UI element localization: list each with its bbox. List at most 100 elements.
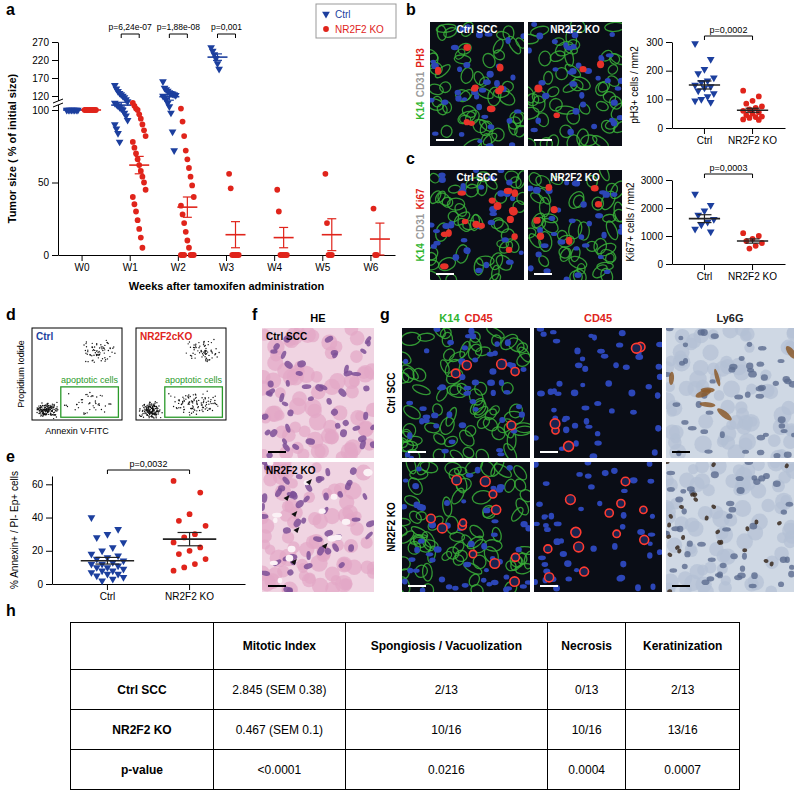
flow-event	[184, 409, 185, 410]
axis-line	[673, 264, 786, 265]
flow-event	[94, 346, 95, 347]
nucleus	[501, 237, 508, 242]
plot-area	[63, 45, 390, 258]
point	[323, 171, 329, 177]
point	[181, 220, 187, 226]
nucleus	[424, 348, 429, 353]
error-bar	[178, 532, 202, 545]
cytoplasm	[345, 328, 359, 336]
flow-event	[89, 409, 90, 410]
flow-event	[154, 406, 155, 407]
tick-mark	[322, 255, 323, 261]
flow-event	[56, 416, 57, 417]
nucleus	[609, 408, 615, 413]
nucleus	[441, 449, 448, 454]
flow-event	[182, 397, 183, 398]
nucleus	[497, 452, 504, 456]
cytoplasm	[739, 433, 756, 450]
flow-event	[51, 408, 52, 409]
nucleus	[596, 76, 601, 81]
nucleus	[569, 81, 577, 87]
nucleus	[325, 468, 331, 477]
flow-event	[212, 352, 213, 353]
nucleus	[475, 268, 482, 273]
nucleus	[574, 347, 580, 354]
vacuole	[278, 578, 283, 584]
bracket	[169, 34, 187, 38]
flow-event	[43, 405, 44, 406]
flow-event	[98, 355, 99, 356]
nucleus	[580, 102, 586, 108]
vacuole	[342, 519, 351, 525]
axis-line	[673, 128, 786, 129]
flow-event	[183, 398, 184, 399]
point	[138, 235, 144, 241]
flow-event	[42, 416, 43, 417]
membrane	[481, 415, 500, 433]
flow-event	[142, 413, 143, 414]
flow-event	[153, 408, 154, 409]
flow-event	[49, 408, 50, 409]
nucleus	[365, 519, 374, 528]
flow-event	[178, 403, 179, 404]
flow-event	[43, 409, 44, 410]
flow-event	[193, 406, 194, 407]
membrane	[474, 258, 484, 275]
tick-mark	[666, 128, 672, 129]
flow-event	[142, 410, 143, 411]
flow-event	[83, 412, 84, 413]
nucleus	[282, 527, 291, 535]
flow-event	[140, 416, 141, 417]
flow-event	[146, 409, 147, 410]
point	[140, 245, 146, 251]
flow-event	[103, 347, 104, 348]
point	[189, 183, 195, 189]
flow-event	[100, 395, 101, 396]
flow-event	[195, 397, 196, 398]
flow-event	[201, 351, 202, 352]
cytoplasm	[760, 370, 771, 381]
nucleus	[510, 74, 515, 80]
flow-event	[103, 347, 104, 348]
image-title: Ctrl SCC	[456, 24, 497, 35]
error-cap	[165, 94, 174, 95]
flow-event	[213, 339, 214, 340]
tick: 0	[43, 250, 58, 261]
flow-event	[189, 414, 190, 415]
error-cap	[69, 109, 78, 110]
flow-event	[109, 347, 110, 348]
y-axis: 0100200300	[646, 37, 672, 134]
membrane	[595, 100, 610, 113]
tick-label: 60	[32, 479, 44, 490]
error-cap	[697, 214, 711, 215]
flow-event	[215, 403, 216, 404]
nucleus	[605, 380, 612, 387]
point	[109, 577, 117, 584]
cytoplasm	[331, 575, 341, 585]
flow-event	[45, 413, 46, 414]
membrane	[566, 189, 587, 211]
nucleus	[441, 99, 448, 105]
nucleus	[364, 531, 374, 541]
cytoplasm	[693, 328, 708, 343]
nucleus	[284, 423, 291, 433]
nucleus	[655, 392, 661, 399]
flow-event	[148, 406, 149, 407]
nucleus	[432, 132, 439, 136]
error-line	[217, 54, 218, 60]
flow-event	[97, 354, 98, 355]
membrane	[456, 41, 472, 56]
error-cap	[69, 109, 78, 110]
flow-event	[153, 405, 154, 406]
tick-mark	[46, 518, 52, 519]
flow-event	[99, 347, 100, 348]
nucleus	[337, 387, 348, 398]
nucleus	[369, 441, 374, 449]
flow-event	[95, 403, 96, 404]
flow-event	[174, 401, 175, 402]
flow-event	[196, 403, 197, 404]
nucleus	[323, 492, 329, 501]
flow-event	[184, 400, 185, 401]
nucleus	[280, 350, 287, 360]
flow-event	[44, 409, 45, 410]
